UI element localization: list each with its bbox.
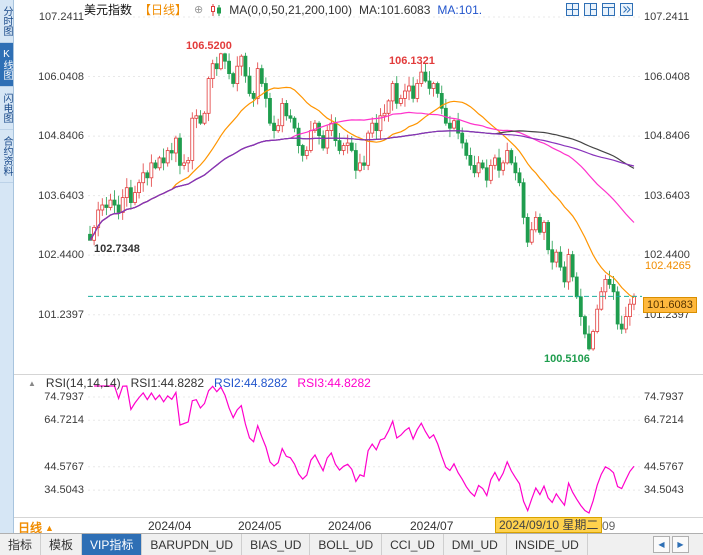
- x-axis-month-label: 2024/04: [148, 519, 192, 533]
- price-axis-label: 103.6403: [644, 190, 690, 202]
- instrument-title: 美元指数: [84, 3, 133, 17]
- left-sidebar: 分时图 K线图 闪电图 合约资料: [0, 0, 14, 555]
- layout-rows-icon[interactable]: [602, 3, 615, 16]
- rsi-header: ▲ RSI(14,14,14) RSI1:44.8282 RSI2:44.828…: [28, 376, 371, 390]
- rsi-axis-label: 74.7937: [644, 391, 684, 403]
- rsi-axis-label: 44.5767: [644, 461, 684, 473]
- sidebar-tab-2[interactable]: K线图: [0, 43, 13, 87]
- price-axis-label: 101.2397: [38, 309, 84, 321]
- plus-icon[interactable]: ⊕: [194, 4, 204, 16]
- chart-toolbar: 美元指数 【日线】 ⊕ MA(0,0,50,21,200,100) MA:101…: [84, 2, 483, 18]
- tabs-scroll-left-icon[interactable]: ◀: [653, 536, 670, 553]
- price-axis-label: 107.2411: [38, 11, 84, 23]
- rsi-axis-label: 64.7214: [644, 414, 684, 426]
- layout-icon-group: [566, 3, 633, 16]
- price-axis-label: 103.6403: [38, 190, 84, 202]
- axis-separator: [14, 517, 703, 518]
- bottom-tab-2[interactable]: 模板: [41, 534, 83, 555]
- layout-split-icon[interactable]: [584, 3, 597, 16]
- rsi-collapse-icon[interactable]: ▲: [28, 378, 36, 388]
- bottom-tab-4[interactable]: BARUPDN_UD: [142, 534, 243, 555]
- period-label: 日线: [18, 521, 43, 535]
- bottom-tab-7[interactable]: CCI_UD: [382, 534, 444, 555]
- period-badge: 【日线】: [139, 3, 188, 17]
- rsi-chart[interactable]: [88, 388, 640, 515]
- bottom-tab-1[interactable]: 指标: [0, 534, 42, 555]
- annotation-low: 100.5106: [544, 353, 590, 365]
- annotation-high-april: 106.5200: [186, 40, 232, 52]
- layout-next-icon[interactable]: [620, 3, 633, 16]
- candlestick-chart[interactable]: [88, 18, 640, 372]
- period-selector[interactable]: 日线 ▲: [18, 519, 54, 536]
- price-axis-label: 102.4400: [38, 249, 84, 261]
- panel-separator[interactable]: [14, 374, 703, 375]
- rsi3-value: RSI3:44.8282: [297, 376, 371, 390]
- price-axis-label: 104.8406: [644, 130, 690, 142]
- rsi2-value: RSI2:44.8282: [214, 376, 288, 390]
- tabs-scroll-right-icon[interactable]: ▶: [672, 536, 689, 553]
- x-axis-month-label: 2024/07: [410, 519, 454, 533]
- reference-price-label: 102.4265: [645, 260, 691, 272]
- price-axis-label: 106.0408: [644, 71, 690, 83]
- price-axis-label: 106.0408: [38, 71, 84, 83]
- caret-up-icon: ▲: [45, 522, 54, 533]
- layout-grid-icon[interactable]: [566, 3, 579, 16]
- sidebar-tab-1[interactable]: 分时图: [0, 0, 13, 43]
- sidebar-tab-4[interactable]: 合约资料: [0, 130, 13, 183]
- rsi-axis-label: 74.7937: [44, 391, 84, 403]
- bottom-tab-9[interactable]: INSIDE_UD: [507, 534, 588, 555]
- bottom-tab-6[interactable]: BOLL_UD: [310, 534, 383, 555]
- bottom-tab-3[interactable]: VIP指标: [82, 534, 143, 555]
- sidebar-tab-3[interactable]: 闪电图: [0, 87, 13, 130]
- ma-value-2: MA:101.: [437, 2, 483, 17]
- x-axis-month-label: 2024/05: [238, 519, 282, 533]
- bottom-tab-8[interactable]: DMI_UD: [444, 534, 507, 555]
- x-axis-month-label: 2024/06: [328, 519, 372, 533]
- ma-params: MA(0,0,50,21,200,100): [229, 2, 352, 17]
- indicator-tab-list: 指标 模板 VIP指标 BARUPDN_UD BIAS_UD BOLL_UD CCI_UD D…: [0, 534, 588, 555]
- crosshair-date-label: 2024/09/10 星期二: [495, 517, 603, 533]
- rsi1-value: RSI1:44.8282: [130, 376, 205, 390]
- annotation-start-low: 102.7348: [94, 243, 140, 255]
- rsi-axis-label: 34.5043: [644, 484, 684, 496]
- rsi-axis-label: 34.5043: [44, 484, 84, 496]
- tab-scroll-group: ◀ ▶: [653, 534, 703, 555]
- rsi-title: RSI(14,14,14): [45, 376, 121, 390]
- last-price-tag: 101.6083: [643, 297, 697, 313]
- indicator-tabbar: 指标 模板 VIP指标 BARUPDN_UD BIAS_UD BOLL_UD CCI_UD D…: [0, 533, 703, 555]
- price-axis-label: 104.8406: [38, 130, 84, 142]
- rsi-axis-label: 44.5767: [44, 461, 84, 473]
- rsi-axis-label: 64.7214: [44, 414, 84, 426]
- price-axis-label: 107.2411: [644, 11, 690, 23]
- candlestick-icon: [210, 3, 222, 17]
- price-axis-label: 102.4400: [644, 249, 690, 261]
- ma-value-1: MA:101.6083: [359, 2, 431, 17]
- bottom-tab-5[interactable]: BIAS_UD: [242, 534, 311, 555]
- annotation-high-june: 106.1321: [389, 55, 435, 67]
